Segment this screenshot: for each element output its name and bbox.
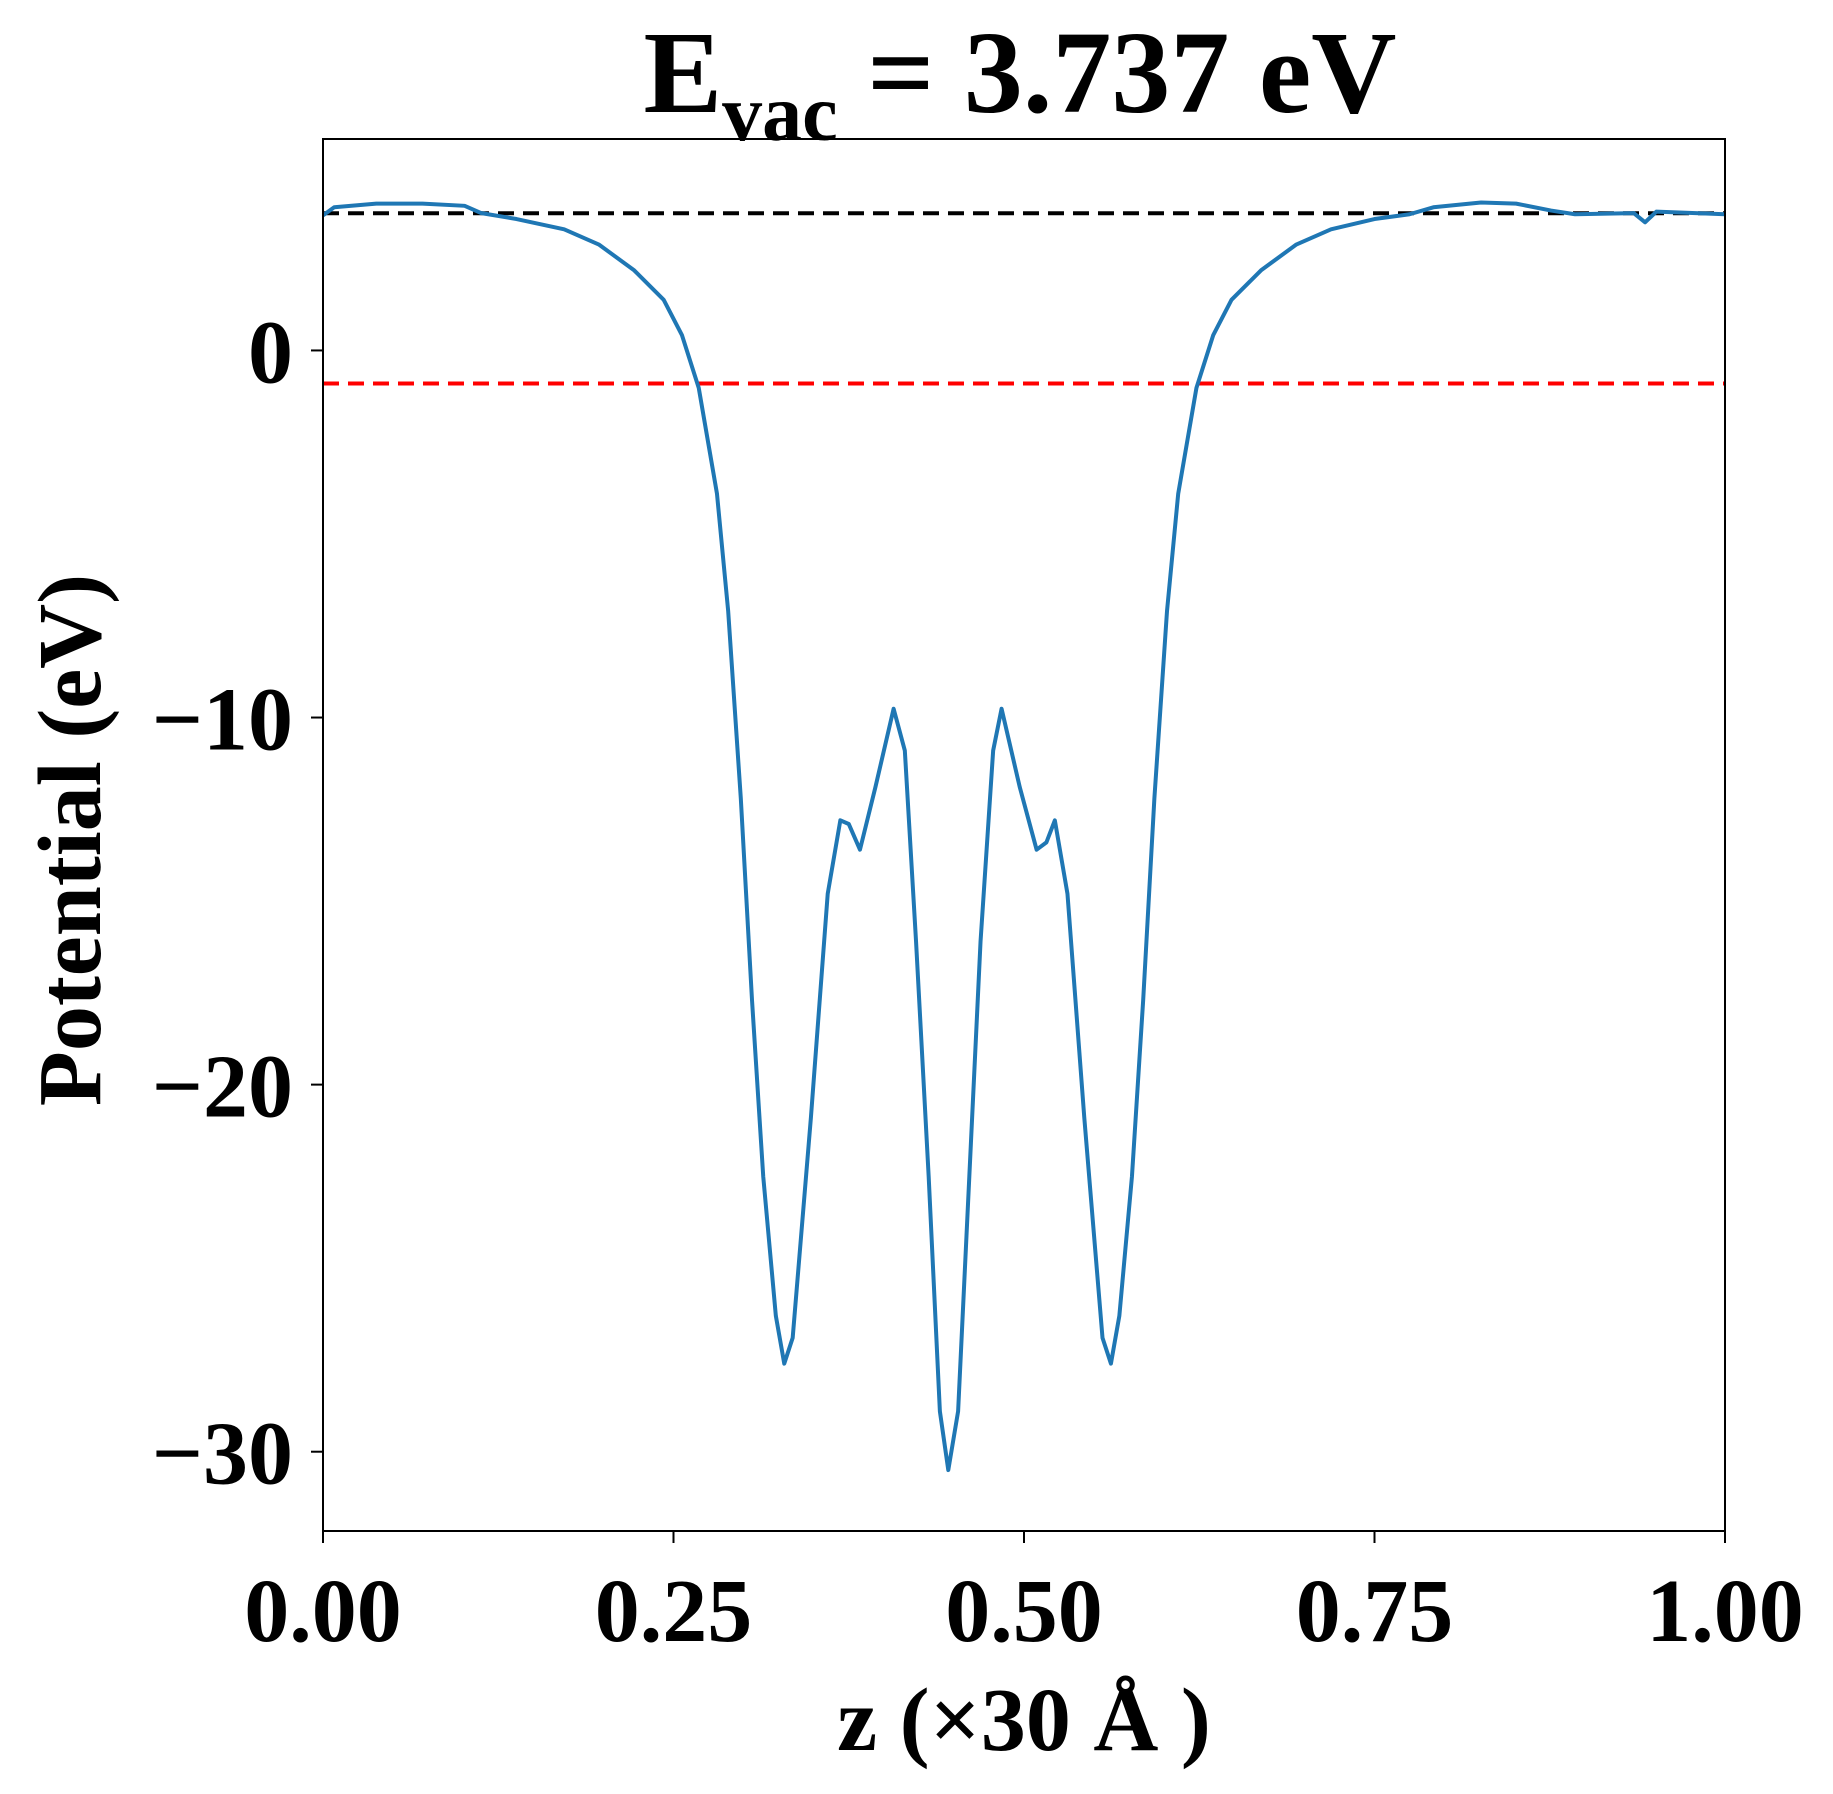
data-line xyxy=(321,200,1726,1473)
chart-title: Evac = 3.737 eV xyxy=(643,7,1396,158)
x-tick-label: 1.00 xyxy=(1646,1562,1804,1661)
y-tick-label: −10 xyxy=(152,671,293,770)
x-axis-label: z (×30 Å ) xyxy=(837,1671,1211,1770)
x-tick-label: 0.25 xyxy=(595,1562,753,1661)
plot-frame xyxy=(322,138,1726,1532)
title-rest: = 3.737 eV xyxy=(838,7,1397,138)
x-tick-label: 0.50 xyxy=(945,1562,1103,1661)
y-tick-label: 0 xyxy=(248,303,293,402)
x-tick-label: 0.00 xyxy=(244,1562,402,1661)
y-tick-label: −20 xyxy=(152,1038,293,1137)
y-axis-label: Potential (eV) xyxy=(21,574,120,1106)
title-main: E xyxy=(643,7,722,138)
y-tick-label: −30 xyxy=(152,1405,293,1504)
x-tick-label: 0.75 xyxy=(1296,1562,1454,1661)
title-sub: vac xyxy=(722,70,838,158)
